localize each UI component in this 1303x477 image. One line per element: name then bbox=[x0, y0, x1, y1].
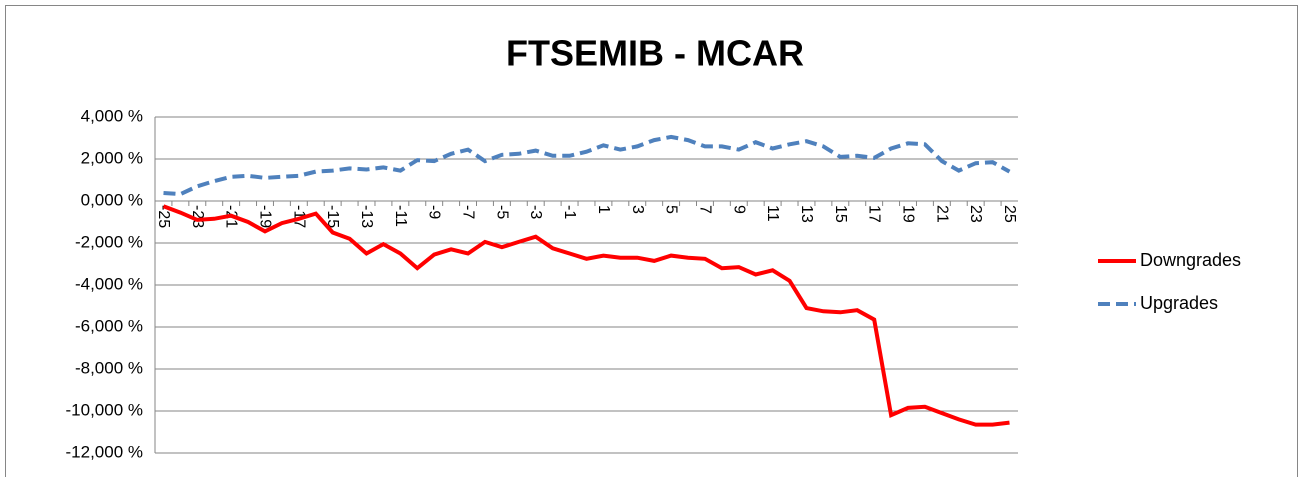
x-tick-label: -3 bbox=[527, 205, 544, 219]
y-tick-label: -10,000 % bbox=[66, 400, 144, 419]
series-line bbox=[162, 204, 1010, 427]
y-tick-label: 0,000 % bbox=[81, 190, 143, 209]
series-line bbox=[163, 134, 1011, 197]
x-tick-label: 13 bbox=[798, 205, 815, 223]
y-tick-label: -12,000 % bbox=[66, 442, 144, 461]
x-tick-label: -1 bbox=[561, 205, 578, 219]
x-tick-label: 17 bbox=[866, 205, 883, 223]
x-tick-label: 1 bbox=[595, 205, 612, 214]
y-tick-label: -6,000 % bbox=[75, 316, 143, 335]
x-tick-label: -25 bbox=[155, 205, 172, 228]
y-tick-label: 2,000 % bbox=[81, 148, 143, 167]
y-tick-label: -4,000 % bbox=[75, 274, 143, 293]
x-tick-label: 21 bbox=[933, 205, 950, 223]
x-tick-label: 15 bbox=[832, 205, 849, 223]
y-tick-label: 4,000 % bbox=[81, 106, 143, 125]
x-tick-label: -15 bbox=[324, 205, 341, 228]
y-tick-label: -8,000 % bbox=[75, 358, 143, 377]
x-tick-label: -17 bbox=[290, 205, 307, 228]
x-tick-label: 3 bbox=[629, 205, 646, 214]
chart-border bbox=[5, 5, 1298, 477]
x-tick-label: 25 bbox=[1001, 205, 1018, 223]
x-tick-label: 19 bbox=[900, 205, 917, 223]
x-tick-label: -13 bbox=[358, 205, 375, 228]
legend-label: Upgrades bbox=[1140, 293, 1218, 313]
x-tick-label: 23 bbox=[967, 205, 984, 223]
x-tick-label: 7 bbox=[696, 205, 713, 214]
x-tick-label: -19 bbox=[256, 205, 273, 228]
x-tick-label: -11 bbox=[392, 205, 409, 227]
x-tick-label: -7 bbox=[460, 205, 477, 219]
legend-label: Downgrades bbox=[1140, 250, 1241, 270]
x-tick-label: 5 bbox=[663, 205, 680, 214]
x-tick-label: -9 bbox=[426, 205, 443, 219]
y-tick-label: -2,000 % bbox=[75, 232, 143, 251]
chart-title: FTSEMIB - MCAR bbox=[506, 33, 804, 74]
x-tick-label: 11 bbox=[764, 205, 781, 222]
x-tick-label: -23 bbox=[189, 205, 206, 228]
x-tick-label: 9 bbox=[730, 205, 747, 214]
x-tick-label: -5 bbox=[493, 205, 510, 219]
